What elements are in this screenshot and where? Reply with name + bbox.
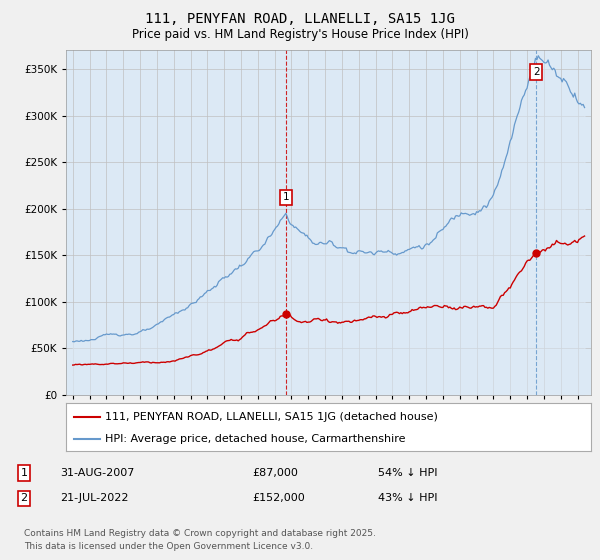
Text: 111, PENYFAN ROAD, LLANELLI, SA15 1JG: 111, PENYFAN ROAD, LLANELLI, SA15 1JG (145, 12, 455, 26)
Text: Price paid vs. HM Land Registry's House Price Index (HPI): Price paid vs. HM Land Registry's House … (131, 28, 469, 41)
Text: 54% ↓ HPI: 54% ↓ HPI (378, 468, 437, 478)
Text: HPI: Average price, detached house, Carmarthenshire: HPI: Average price, detached house, Carm… (106, 434, 406, 444)
Text: 2: 2 (533, 67, 539, 77)
Text: 43% ↓ HPI: 43% ↓ HPI (378, 493, 437, 503)
Text: 1: 1 (20, 468, 28, 478)
Text: 2: 2 (20, 493, 28, 503)
Text: 21-JUL-2022: 21-JUL-2022 (60, 493, 128, 503)
Text: £152,000: £152,000 (252, 493, 305, 503)
Text: 111, PENYFAN ROAD, LLANELLI, SA15 1JG (detached house): 111, PENYFAN ROAD, LLANELLI, SA15 1JG (d… (106, 412, 438, 422)
Text: 1: 1 (283, 192, 289, 202)
Text: Contains HM Land Registry data © Crown copyright and database right 2025.
This d: Contains HM Land Registry data © Crown c… (24, 529, 376, 550)
Text: £87,000: £87,000 (252, 468, 298, 478)
Text: 31-AUG-2007: 31-AUG-2007 (60, 468, 134, 478)
